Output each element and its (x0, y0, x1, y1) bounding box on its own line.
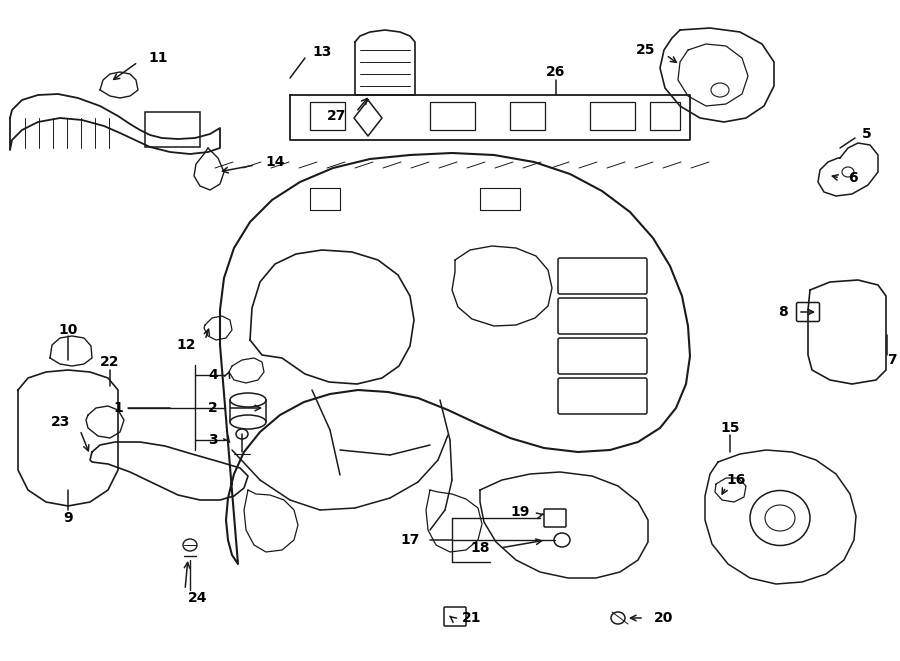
Text: 16: 16 (726, 473, 745, 487)
Text: 1: 1 (113, 401, 123, 415)
Text: 14: 14 (265, 155, 284, 169)
FancyBboxPatch shape (558, 258, 647, 294)
FancyBboxPatch shape (444, 607, 466, 626)
Text: 17: 17 (400, 533, 420, 547)
Text: 3: 3 (209, 433, 218, 447)
Text: 21: 21 (462, 611, 482, 625)
Text: 20: 20 (654, 611, 673, 625)
Text: 12: 12 (176, 338, 196, 352)
Text: 23: 23 (50, 415, 70, 429)
Text: 11: 11 (148, 51, 167, 65)
Text: 2: 2 (208, 401, 218, 415)
Bar (510, 102, 545, 130)
Text: 15: 15 (720, 421, 740, 435)
Text: 5: 5 (862, 127, 872, 141)
Text: 26: 26 (546, 65, 566, 79)
Text: 10: 10 (58, 323, 77, 337)
FancyBboxPatch shape (544, 509, 566, 527)
FancyBboxPatch shape (558, 378, 647, 414)
Text: 24: 24 (188, 591, 208, 605)
FancyBboxPatch shape (558, 298, 647, 334)
Text: 18: 18 (471, 541, 490, 555)
Text: 8: 8 (778, 305, 788, 319)
Text: 9: 9 (63, 511, 73, 525)
Text: 6: 6 (848, 171, 858, 185)
Text: 19: 19 (510, 505, 530, 519)
Text: 22: 22 (100, 355, 120, 369)
Text: 4: 4 (208, 368, 218, 382)
FancyBboxPatch shape (796, 303, 820, 321)
Bar (145, 112, 200, 147)
Bar (590, 102, 635, 130)
Text: 27: 27 (327, 109, 346, 123)
Bar (430, 102, 475, 130)
FancyBboxPatch shape (558, 338, 647, 374)
Bar (650, 102, 680, 130)
Text: 13: 13 (312, 45, 331, 59)
Text: 25: 25 (635, 43, 655, 57)
Text: 7: 7 (887, 353, 896, 367)
Bar (310, 102, 345, 130)
